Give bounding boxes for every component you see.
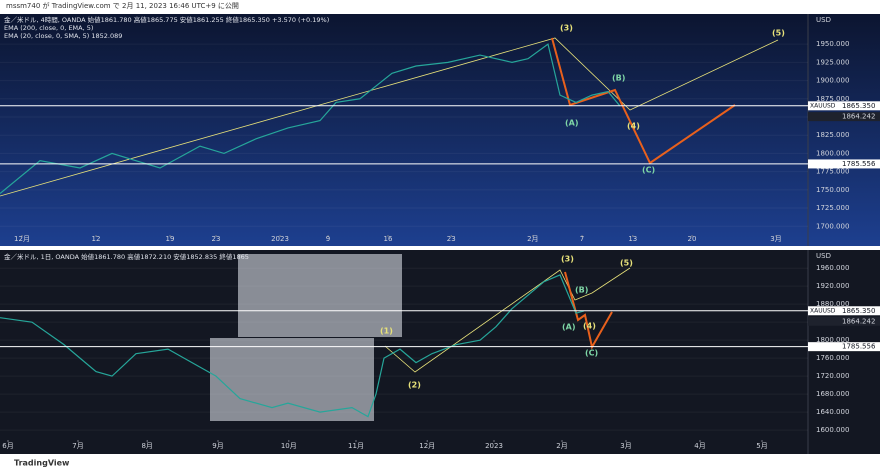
x-tick-label: 20 bbox=[688, 235, 697, 243]
footer: TradingView bbox=[14, 459, 70, 468]
y-tick-label: 1800.000 bbox=[816, 336, 849, 344]
price-line bbox=[0, 274, 585, 418]
price-line bbox=[0, 43, 621, 194]
price-tag bbox=[808, 342, 880, 352]
y-tick-label: 1680.000 bbox=[816, 390, 849, 398]
trend-line bbox=[0, 37, 779, 197]
x-tick-label: 12月 bbox=[14, 235, 30, 243]
wave-label: (1) bbox=[380, 327, 393, 336]
price-tag bbox=[808, 306, 880, 316]
x-tick-label: 2月 bbox=[556, 442, 567, 450]
x-tick-label: 2023 bbox=[485, 442, 503, 450]
wave-label: (C) bbox=[585, 349, 598, 358]
y-tick-label: 1600.000 bbox=[816, 426, 849, 434]
y-tick-label: 1875.000 bbox=[816, 95, 849, 103]
price-tag bbox=[808, 112, 880, 122]
price-tag-label: 1865.350 bbox=[842, 307, 875, 315]
axis-unit: USD bbox=[816, 252, 831, 260]
wave-label: (4) bbox=[627, 122, 640, 131]
wave-label: (3) bbox=[560, 24, 573, 33]
panel-top bbox=[0, 14, 880, 246]
y-tick-label: 1700.000 bbox=[816, 222, 849, 230]
x-tick-label: 3月 bbox=[770, 235, 781, 243]
box bbox=[210, 338, 374, 421]
price-tag-label: 1864.242 bbox=[842, 317, 875, 325]
x-tick-label: 16 bbox=[384, 235, 393, 243]
price-tag-label: 1864.242 bbox=[842, 113, 875, 121]
x-tick-label: 2月 bbox=[527, 235, 538, 243]
axis-unit: USD bbox=[816, 16, 831, 24]
wave-label: (A) bbox=[562, 323, 576, 332]
wave-label: (C) bbox=[642, 166, 655, 175]
y-tick-label: 1800.000 bbox=[816, 149, 849, 157]
y-tick-label: 1900.000 bbox=[816, 77, 849, 85]
y-tick-label: 1725.000 bbox=[816, 204, 849, 212]
wave-label: (2) bbox=[408, 381, 421, 390]
wave-label: (A) bbox=[565, 119, 579, 128]
symbol-tag: XAUUSD bbox=[810, 307, 836, 314]
price-tag-label: 1785.556 bbox=[842, 343, 876, 351]
price-tag bbox=[808, 101, 880, 111]
y-tick-label: 1920.000 bbox=[816, 282, 849, 290]
wave-label: (5) bbox=[772, 29, 785, 38]
wave-label: (5) bbox=[620, 259, 633, 268]
x-tick-label: 23 bbox=[447, 235, 456, 243]
y-tick-label: 1880.000 bbox=[816, 300, 849, 308]
y-tick-label: 1925.000 bbox=[816, 58, 849, 66]
y-tick-label: 1750.000 bbox=[816, 186, 849, 194]
x-tick-label: 2023 bbox=[271, 235, 289, 243]
y-tick-label: 1775.000 bbox=[816, 168, 849, 176]
y-tick-label: 1950.000 bbox=[816, 40, 849, 48]
legend: 金／米ドル, 4時間, OANDA 始値1861.780 高値1865.775 … bbox=[4, 15, 329, 24]
y-tick-label: 1720.000 bbox=[816, 372, 849, 380]
header: mssm740 が TradingView.com で 2月 11, 2023 … bbox=[6, 1, 239, 10]
x-tick-label: 9月 bbox=[212, 442, 223, 450]
y-tick-label: 1960.000 bbox=[816, 264, 849, 272]
price-tag bbox=[808, 316, 880, 326]
x-tick-label: 11月 bbox=[348, 442, 364, 450]
wave-label: (4) bbox=[583, 322, 596, 331]
legend: EMA (200, close, 0, EMA, 5) bbox=[4, 24, 93, 32]
x-tick-label: 13 bbox=[628, 235, 637, 243]
x-tick-label: 3月 bbox=[620, 442, 631, 450]
y-tick-label: 1825.000 bbox=[816, 131, 849, 139]
box bbox=[238, 254, 402, 337]
x-tick-label: 12月 bbox=[419, 442, 435, 450]
wave-drawing bbox=[564, 271, 613, 350]
x-tick-label: 23 bbox=[212, 235, 221, 243]
symbol-tag: XAUUSD bbox=[810, 102, 836, 109]
x-tick-label: 6月 bbox=[2, 442, 13, 450]
x-tick-label: 5月 bbox=[756, 442, 767, 450]
y-tick-label: 1640.000 bbox=[816, 408, 849, 416]
legend: 金／米ドル, 1日, OANDA 始値1861.780 高値1872.210 安… bbox=[4, 252, 249, 261]
x-tick-label: 4月 bbox=[694, 442, 705, 450]
wave-label: (3) bbox=[561, 255, 574, 264]
x-tick-label: 12 bbox=[92, 235, 101, 243]
legend: EMA (20, close, 0, SMA, 5) 1852.089 bbox=[4, 32, 122, 40]
x-tick-label: 10月 bbox=[281, 442, 297, 450]
x-tick-label: 8月 bbox=[141, 442, 152, 450]
y-tick-label: 1760.000 bbox=[816, 354, 849, 362]
wave-label: (B) bbox=[575, 286, 588, 295]
panel-bottom bbox=[0, 250, 880, 454]
wave-drawing bbox=[551, 37, 736, 165]
x-tick-label: 19 bbox=[166, 235, 175, 243]
x-tick-label: 9 bbox=[326, 235, 330, 243]
x-tick-label: 7月 bbox=[72, 442, 83, 450]
price-tag-label: 1785.556 bbox=[842, 160, 876, 168]
wave-label: (B) bbox=[612, 74, 625, 83]
price-tag-label: 1865.350 bbox=[842, 102, 875, 110]
price-tag bbox=[808, 159, 880, 169]
x-tick-label: 7 bbox=[580, 235, 584, 243]
